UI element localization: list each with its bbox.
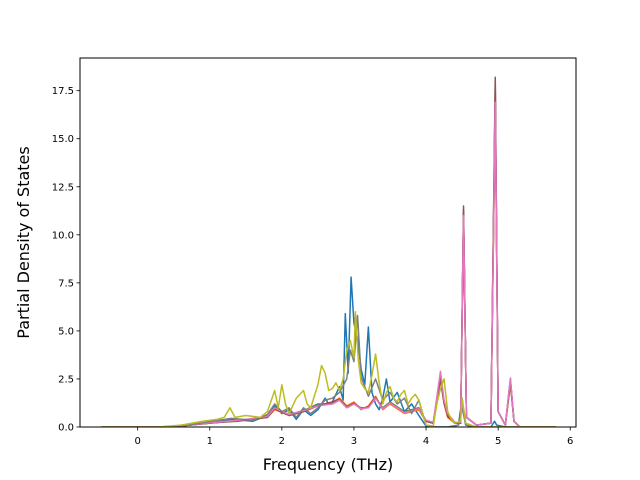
y-tick-label: 2.5 bbox=[58, 374, 74, 385]
series-layer bbox=[101, 76, 556, 427]
x-tick-label: 6 bbox=[567, 436, 573, 447]
y-axis-ticks: 0.0 2.5 5.0 7.5 10.0 12.5 15.0 17.5 bbox=[52, 86, 80, 434]
y-tick-label: 15.0 bbox=[52, 134, 74, 145]
y-tick-label: 10.0 bbox=[52, 230, 74, 241]
y-tick-label: 7.5 bbox=[58, 278, 74, 289]
x-tick-label: 0 bbox=[134, 436, 140, 447]
y-tick-label: 0.0 bbox=[58, 423, 74, 434]
plot-area bbox=[80, 58, 576, 427]
x-axis-label: Frequency (THz) bbox=[263, 455, 393, 474]
x-tick-label: 5 bbox=[495, 436, 501, 447]
x-axis-ticks: 0 1 2 3 4 5 6 bbox=[134, 427, 573, 447]
y-tick-label: 17.5 bbox=[52, 86, 74, 97]
y-tick-label: 5.0 bbox=[58, 326, 74, 337]
plot-frame bbox=[79, 57, 577, 428]
series-line-7 bbox=[101, 101, 556, 427]
series-line-8 bbox=[101, 314, 556, 427]
y-tick-label: 12.5 bbox=[52, 182, 74, 193]
x-tick-label: 1 bbox=[207, 436, 213, 447]
x-tick-label: 4 bbox=[423, 436, 429, 447]
x-tick-label: 2 bbox=[279, 436, 285, 447]
x-tick-label: 3 bbox=[351, 436, 357, 447]
series-line-9 bbox=[101, 310, 556, 427]
y-axis-label: Partial Density of States bbox=[14, 146, 33, 338]
